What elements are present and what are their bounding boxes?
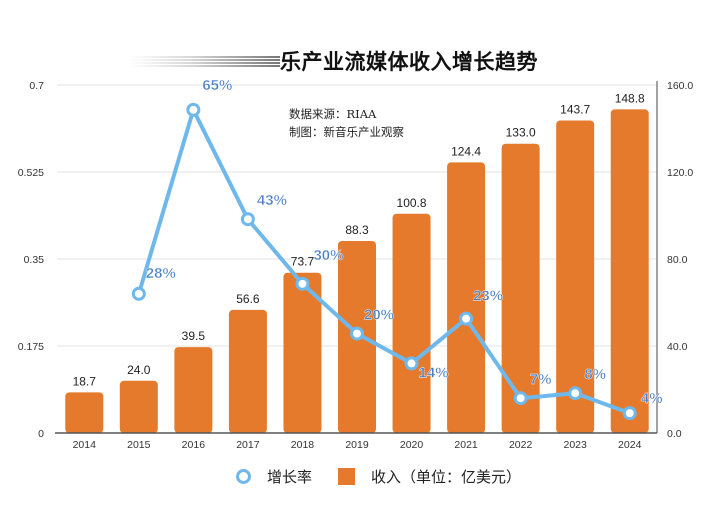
right-axis-tick-label: 0.0 <box>667 428 682 440</box>
growth-rate-label: 20% <box>364 307 394 324</box>
x-axis-tick-label: 2019 <box>345 439 369 451</box>
right-axis-tick-label: 120.0 <box>667 167 693 179</box>
right-axis-tick-label: 160.0 <box>667 80 693 92</box>
x-axis-tick-label: 2022 <box>509 439 533 451</box>
bar-value-label: 56.6 <box>236 292 260 306</box>
legend-label-growth: 增长率 <box>267 468 313 486</box>
revenue-bar <box>610 109 649 434</box>
growth-rate-point <box>459 311 474 326</box>
growth-rate-label: 4% <box>641 390 663 407</box>
left-axis-tick-label: 0.7 <box>29 80 44 92</box>
right-axis-tick-label: 40.0 <box>667 341 688 353</box>
bars <box>65 109 649 434</box>
growth-rate-label: 14% <box>419 364 449 381</box>
left-axis-tick-label: 0.35 <box>24 254 45 266</box>
legend-ring-icon <box>236 468 251 484</box>
bar-value-label: 18.7 <box>73 374 97 388</box>
source-note: 数据来源：RIAA 制图：新音乐产业观察 <box>289 105 404 141</box>
bar-value-label: 24.0 <box>127 363 151 377</box>
x-axis-tick-label: 2017 <box>236 439 260 451</box>
bar-value-label: 39.5 <box>182 329 206 343</box>
growth-rate-label: 23% <box>473 288 503 305</box>
legend: 增长率 收入（单位：亿美元） <box>236 465 547 487</box>
growth-rate-point <box>131 286 146 301</box>
legend-square-icon <box>338 467 356 485</box>
growth-rate-point <box>568 386 583 401</box>
right-axis-tick-label: 80.0 <box>667 254 688 266</box>
data-labels: 18.7 24.0 39.5 56.6 73.7 88.3 100.8 124.4 133.0 1… <box>73 77 663 408</box>
legend-item-growth[interactable]: 增长率 <box>236 466 312 487</box>
x-axis-tick-label: 2016 <box>182 439 206 451</box>
growth-rate-point <box>186 102 201 117</box>
growth-rate-point <box>295 276 310 291</box>
x-axis-tick-label: 2018 <box>291 439 315 451</box>
growth-rate-point <box>240 212 255 227</box>
growth-rate-point <box>513 391 528 406</box>
bar-value-label: 143.7 <box>560 102 590 116</box>
left-axis-tick-label: 0.525 <box>18 167 44 179</box>
growth-rate-label: 65% <box>202 77 232 94</box>
revenue-bar <box>501 143 540 433</box>
revenue-bar <box>119 380 158 433</box>
x-axis-tick-label: 2023 <box>564 439 588 451</box>
bar-value-label: 124.4 <box>451 144 481 158</box>
growth-rate-label: 43% <box>257 192 287 209</box>
growth-rate-label: 8% <box>584 366 606 383</box>
title-decoration <box>130 56 280 68</box>
revenue-bar <box>65 392 104 433</box>
left-axis-tick-label: 0.175 <box>18 341 44 353</box>
revenue-bar <box>174 347 213 433</box>
x-axis-tick-label: 2014 <box>73 439 97 451</box>
growth-rate-point <box>404 356 419 371</box>
bar-value-label: 73.7 <box>291 255 315 269</box>
bar-value-label: 133.0 <box>506 126 536 140</box>
growth-rate-label: 7% <box>530 371 552 388</box>
axes: 0 0.175 0.35 0.525 0.7 0.0 40.0 80.0 120.0 160.0 2… <box>18 80 694 451</box>
left-axis-tick-label: 0 <box>38 428 44 440</box>
x-axis-tick-label: 2021 <box>454 439 478 451</box>
growth-rate-line <box>136 107 631 415</box>
growth-rate-label: 28% <box>146 265 176 282</box>
chart-title: 乐产业流媒体收入增长趋势 <box>280 49 538 74</box>
bar-value-label: 100.8 <box>397 196 427 210</box>
title-area: 乐产业流媒体收入增长趋势 <box>0 44 719 80</box>
revenue-bar <box>447 162 486 433</box>
author-text: 制图：新音乐产业观察 <box>289 125 404 139</box>
growth-rate-point <box>622 406 637 421</box>
growth-rate-label: 30% <box>313 247 343 264</box>
bar-value-label: 148.8 <box>615 91 645 105</box>
data-source-text: 数据来源：RIAA <box>289 107 377 121</box>
revenue-bar <box>228 309 267 433</box>
bar-value-label: 88.3 <box>345 223 369 237</box>
revenue-bar <box>556 120 595 433</box>
x-axis-tick-label: 2015 <box>127 439 151 451</box>
x-axis-tick-label: 2024 <box>618 439 642 451</box>
legend-label-revenue: 收入（单位：亿美元） <box>371 468 522 486</box>
revenue-bar <box>283 272 322 433</box>
x-axis-tick-label: 2020 <box>400 439 424 451</box>
growth-line <box>131 102 637 421</box>
growth-rate-point <box>350 326 364 341</box>
legend-item-revenue[interactable]: 收入（单位：亿美元） <box>338 466 521 487</box>
revenue-bar <box>392 213 431 433</box>
